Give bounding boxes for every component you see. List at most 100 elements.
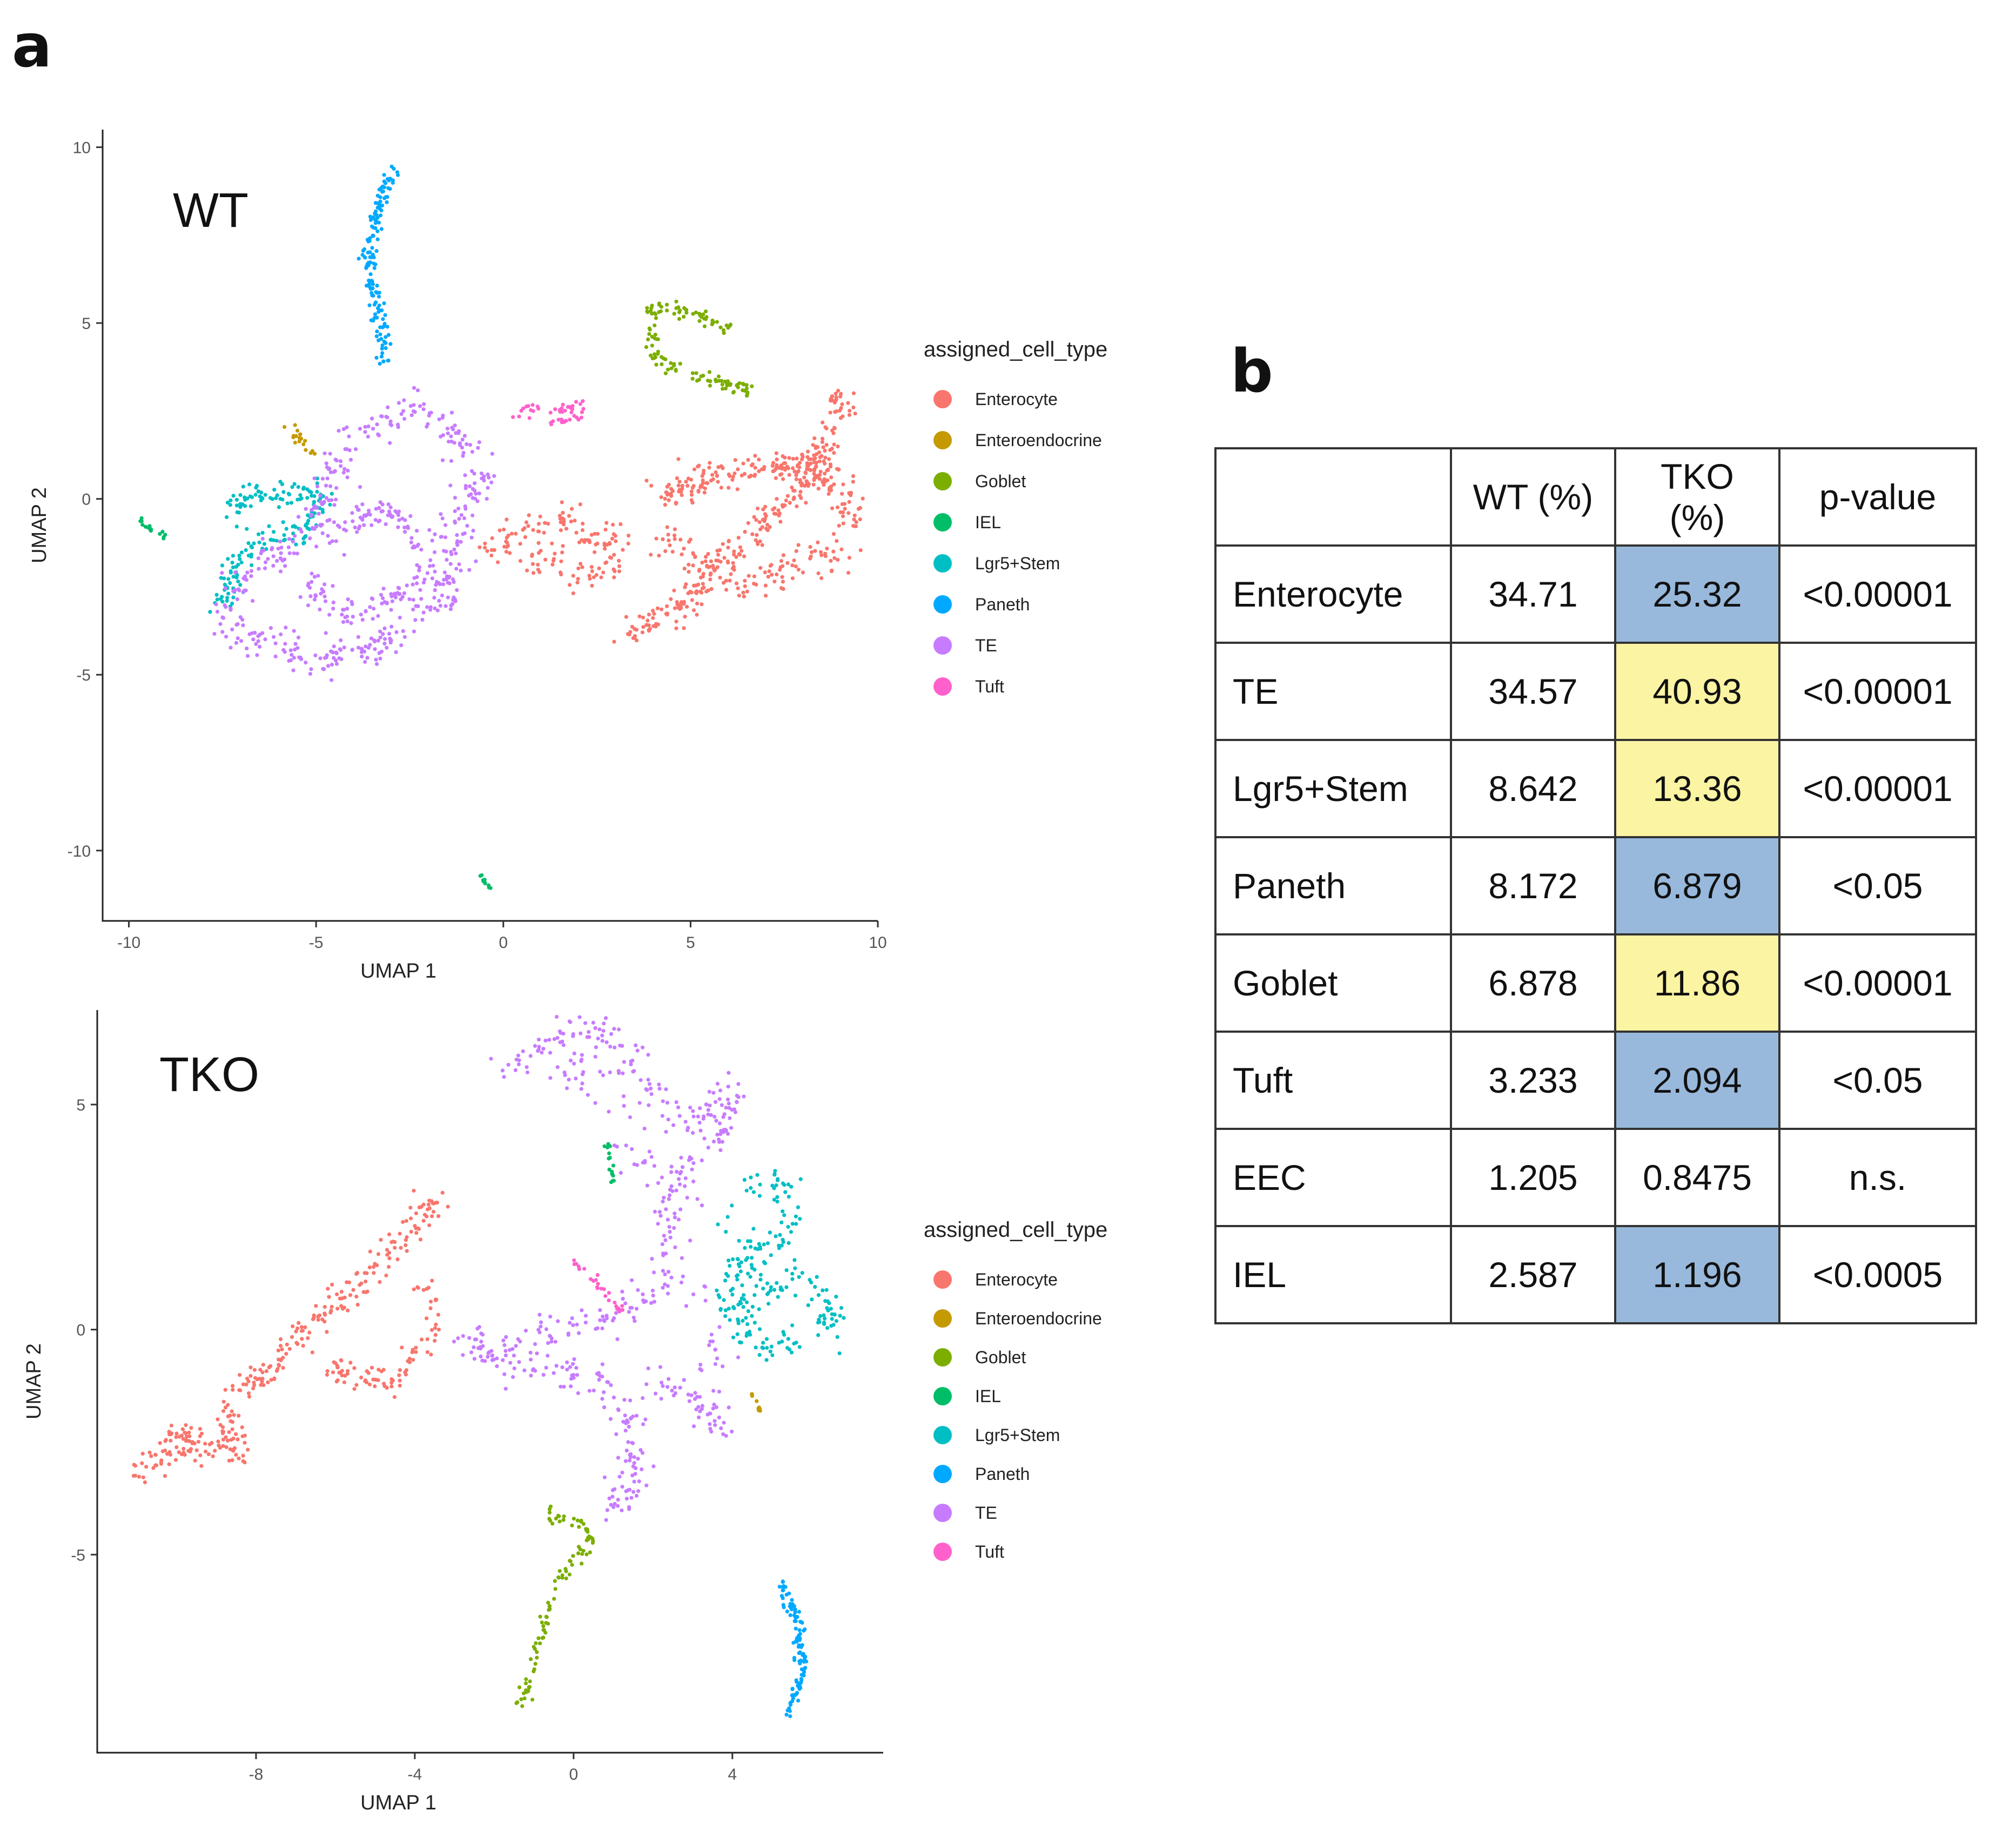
cell-point — [730, 1293, 735, 1297]
cell-point — [606, 1380, 610, 1384]
cell-point — [684, 311, 689, 315]
cell-point — [603, 1016, 608, 1020]
cell-point — [490, 1358, 495, 1362]
cell-point — [566, 405, 570, 409]
cell-point — [138, 519, 143, 523]
cell-point — [613, 1502, 617, 1506]
cell-point — [781, 477, 785, 481]
cell-point — [307, 1330, 312, 1335]
cell-point — [806, 1303, 810, 1308]
cell-point — [271, 554, 275, 558]
cell-point — [690, 371, 695, 375]
cell-point — [659, 607, 664, 611]
cell-point — [163, 1439, 167, 1443]
cell-point — [214, 602, 218, 607]
cell-point — [724, 588, 729, 592]
cell-point — [681, 1274, 685, 1278]
cell-point — [388, 641, 393, 645]
cell-point — [476, 446, 480, 450]
cell-point — [798, 489, 803, 494]
cell-point — [353, 447, 358, 452]
cell-point — [266, 557, 270, 561]
cell-point — [180, 1427, 185, 1431]
cell-point — [137, 1475, 142, 1479]
cell-point — [280, 1347, 284, 1351]
cell-point — [231, 494, 236, 498]
cell-point — [585, 1035, 589, 1039]
cell-point — [412, 545, 416, 550]
cell-point — [440, 516, 445, 521]
cell-point — [396, 525, 400, 529]
cell-point — [700, 561, 704, 565]
cell-point — [748, 1275, 752, 1279]
cell-point — [669, 1275, 674, 1280]
cell-point — [629, 1452, 633, 1456]
cell-point — [275, 1367, 280, 1371]
cell-point — [676, 483, 681, 488]
cell-point — [664, 1207, 668, 1211]
cell-point — [727, 1307, 731, 1311]
cell-point — [223, 586, 227, 590]
cell-point — [539, 549, 543, 553]
cell-point — [840, 492, 844, 496]
legend-key — [933, 1348, 952, 1366]
cell-point — [835, 467, 839, 471]
legend-key — [933, 513, 952, 531]
cell-point — [519, 1697, 523, 1701]
cell-point — [169, 1423, 173, 1428]
cell-point — [654, 316, 658, 320]
cell-point — [761, 1341, 765, 1345]
cell-point — [603, 561, 608, 565]
cell-point — [382, 173, 386, 177]
cell-point — [409, 540, 413, 544]
cell-point — [516, 1053, 521, 1058]
cell-point — [780, 1339, 784, 1344]
cell-point — [379, 649, 384, 654]
cell-point — [701, 582, 705, 586]
cell-point — [802, 475, 807, 480]
cell-point — [834, 1295, 838, 1299]
cell-point — [288, 648, 293, 652]
cell-point — [574, 1365, 579, 1370]
cell-point — [301, 541, 306, 546]
cell-point — [224, 1445, 229, 1449]
cell-point — [576, 1391, 580, 1395]
cell-point — [619, 1170, 623, 1175]
wt-percent-cell: 8.642 — [1450, 739, 1616, 838]
cell-point — [630, 1473, 635, 1478]
cell-point — [694, 590, 698, 595]
cell-point — [437, 417, 441, 421]
cell-point — [141, 1475, 145, 1479]
cell-point — [579, 415, 583, 420]
cell-point — [521, 406, 526, 410]
cell-point — [742, 1177, 747, 1182]
cell-point — [597, 1378, 601, 1382]
cell-point — [506, 533, 510, 538]
x-tick-label: -5 — [309, 934, 324, 952]
cell-point — [826, 492, 831, 496]
cell-point — [492, 474, 496, 478]
cell-point — [330, 498, 334, 502]
row-label: Goblet — [1214, 933, 1452, 1033]
cell-point — [761, 1287, 765, 1291]
cell-point — [783, 503, 787, 508]
cell-point — [388, 441, 392, 445]
cell-point — [614, 1432, 619, 1436]
cell-point — [400, 1345, 404, 1350]
cell-point — [755, 1173, 760, 1177]
cell-point — [787, 1591, 791, 1596]
cell-point — [369, 1365, 374, 1370]
cell-point — [778, 473, 783, 477]
cell-point — [486, 486, 490, 490]
cell-point — [554, 1364, 559, 1368]
cell-point — [249, 574, 253, 578]
cell-point — [765, 1292, 770, 1296]
cell-point — [449, 459, 454, 463]
cell-point — [455, 543, 460, 547]
cell-point — [701, 481, 705, 486]
cell-point — [295, 428, 300, 433]
cell-point — [318, 493, 322, 498]
cell-point — [240, 1425, 244, 1430]
cell-point — [817, 1317, 821, 1322]
cell-point — [306, 581, 311, 586]
